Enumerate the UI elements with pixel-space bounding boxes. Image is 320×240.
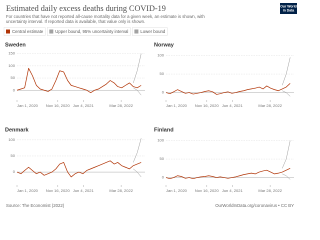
x-tick-label: Jan 1, 2020	[166, 188, 188, 193]
x-tick-label: Nov 16, 2020	[46, 188, 71, 193]
series-line	[133, 87, 142, 96]
x-tick-label: Nov 16, 2020	[195, 103, 220, 108]
legend-box	[47, 27, 131, 36]
series-line	[16, 67, 142, 94]
x-tick-label: Jun 4, 2021	[73, 103, 95, 108]
y-tick-label: 0	[162, 90, 165, 95]
series-line	[282, 140, 291, 169]
series-line	[282, 173, 291, 180]
x-tick-label: Mar 28, 2022	[109, 188, 133, 193]
x-tick-label: Mar 28, 2022	[109, 103, 133, 108]
y-tick-label: 50	[160, 156, 165, 161]
logo-text: Our World	[280, 5, 297, 9]
y-tick-label: 150	[8, 51, 15, 56]
chart-subtitle: uncertainty interval. If reported data i…	[6, 19, 145, 24]
legend-box	[3, 27, 46, 36]
panel-title: Sweden	[5, 42, 26, 48]
legend-swatch	[6, 29, 10, 34]
y-tick-label: 100	[157, 53, 164, 58]
y-tick-label: 50	[11, 75, 16, 80]
chart: Estimated daily excess deaths during COV…	[3, 3, 297, 208]
y-tick-label: 50	[160, 71, 165, 76]
legend-label: Lower bound	[140, 29, 165, 34]
series-line	[133, 53, 142, 84]
y-tick-label: 0	[13, 169, 16, 174]
x-tick-label: Jun 4, 2021	[222, 103, 244, 108]
y-tick-label: 50	[11, 153, 16, 158]
y-tick-label: 0	[162, 175, 165, 180]
x-tick-label: Jan 1, 2020	[166, 103, 188, 108]
chart-title: Estimated daily excess deaths during COV…	[6, 4, 166, 13]
series-line	[133, 168, 142, 178]
y-tick-label: 100	[8, 63, 15, 68]
series-line	[165, 83, 291, 95]
series-line	[282, 90, 291, 97]
x-tick-label: Jan 1, 2020	[17, 103, 39, 108]
legend-label: Central estimate	[12, 29, 44, 34]
x-tick-label: Mar 28, 2022	[258, 103, 282, 108]
x-tick-label: Jun 4, 2021	[73, 188, 95, 193]
panel-title: Norway	[154, 42, 175, 48]
logo-text: in Data	[283, 8, 294, 12]
y-tick-label: 100	[8, 137, 15, 142]
x-tick-label: Jan 1, 2020	[17, 188, 39, 193]
series-line	[165, 168, 291, 180]
legend-swatch	[49, 29, 54, 34]
y-tick-label: 0	[13, 87, 16, 92]
legend-swatch	[134, 29, 139, 34]
series-line	[282, 57, 291, 86]
x-tick-label: Mar 28, 2022	[258, 188, 282, 193]
chart-subtitle: For countries that have not reported all…	[6, 14, 205, 19]
logo-box	[280, 3, 297, 14]
url: OurWorldInData.org/coronavirus • CC BY	[215, 203, 294, 208]
legend-label: Upper bound, 95% uncertainty interval	[55, 29, 128, 34]
y-tick-label: 100	[157, 138, 164, 143]
x-tick-label: Jun 4, 2021	[222, 188, 244, 193]
logo: Our World in Data	[280, 3, 297, 14]
panel-title: Denmark	[5, 127, 29, 133]
x-tick-label: Nov 16, 2020	[195, 188, 220, 193]
legend-box	[132, 27, 168, 36]
x-tick-label: Nov 16, 2020	[46, 103, 71, 108]
series-line	[133, 138, 142, 163]
panel-title: Finland	[154, 127, 174, 133]
source: Source: The Economist (2022)	[6, 203, 65, 208]
series-line	[16, 160, 142, 178]
